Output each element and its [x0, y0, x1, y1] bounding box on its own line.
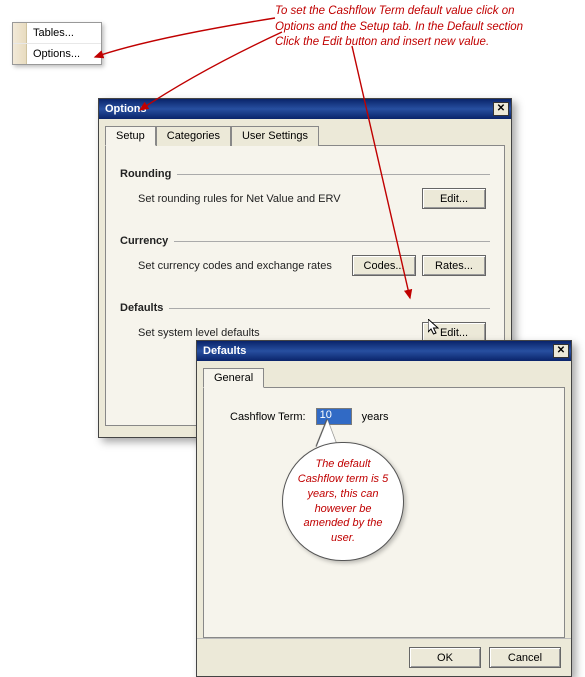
- annotation-line: Options and the Setup tab. In the Defaul…: [275, 21, 523, 33]
- close-icon[interactable]: ✕: [553, 344, 569, 358]
- defaults-tabstrip: General: [203, 367, 565, 388]
- defaults-button-row: OK Cancel: [197, 638, 571, 676]
- options-titlebar: Options ✕: [99, 99, 511, 119]
- section-desc: Set rounding rules for Net Value and ERV: [138, 193, 341, 205]
- button-label: Edit...: [440, 327, 468, 339]
- menu-item-options[interactable]: Options...: [13, 44, 101, 64]
- cashflow-term-row: Cashflow Term: 10 years: [230, 408, 546, 425]
- rounding-edit-button[interactable]: Edit...: [422, 188, 486, 209]
- tab-label: User Settings: [242, 130, 308, 142]
- button-label: Cancel: [508, 652, 542, 664]
- tab-user-settings[interactable]: User Settings: [231, 126, 319, 146]
- currency-codes-button[interactable]: Codes...: [352, 255, 416, 276]
- section-title: Rounding: [120, 168, 171, 180]
- annotation-line: Click the Edit button and insert new val…: [275, 36, 489, 48]
- button-label: Edit...: [440, 193, 468, 205]
- section-header-currency: Currency: [120, 235, 490, 247]
- section-desc: Set system level defaults: [138, 327, 260, 339]
- button-label: Codes...: [364, 260, 405, 272]
- tab-label: Setup: [116, 130, 145, 142]
- context-menu: Tables... Options...: [12, 22, 102, 65]
- menu-item-label: Options...: [33, 48, 80, 60]
- ok-button[interactable]: OK: [409, 647, 481, 668]
- section-row-currency: Set currency codes and exchange rates Co…: [120, 247, 490, 280]
- tab-label: General: [214, 372, 253, 384]
- field-label: Cashflow Term:: [230, 411, 306, 423]
- section-title: Currency: [120, 235, 168, 247]
- section-header-rounding: Rounding: [120, 168, 490, 180]
- instruction-annotation: To set the Cashflow Term default value c…: [275, 4, 575, 51]
- menu-item-label: Tables...: [33, 27, 74, 39]
- tab-setup[interactable]: Setup: [105, 126, 156, 146]
- cursor-icon: [428, 319, 441, 337]
- section-row-rounding: Set rounding rules for Net Value and ERV…: [120, 180, 490, 213]
- tab-label: Categories: [167, 130, 220, 142]
- button-label: OK: [437, 652, 453, 664]
- tab-categories[interactable]: Categories: [156, 126, 231, 146]
- callout-text: The default Cashflow term is 5 years, th…: [298, 458, 388, 544]
- annotation-line: To set the Cashflow Term default value c…: [275, 5, 515, 17]
- section-header-defaults: Defaults: [120, 302, 490, 314]
- section-desc: Set currency codes and exchange rates: [138, 260, 332, 272]
- button-label: Rates...: [435, 260, 473, 272]
- field-unit: years: [362, 411, 389, 423]
- options-title: Options: [105, 103, 147, 115]
- section-title: Defaults: [120, 302, 163, 314]
- currency-rates-button[interactable]: Rates...: [422, 255, 486, 276]
- cancel-button[interactable]: Cancel: [489, 647, 561, 668]
- callout-bubble: The default Cashflow term is 5 years, th…: [282, 442, 404, 561]
- tab-general[interactable]: General: [203, 368, 264, 388]
- menu-item-tables[interactable]: Tables...: [13, 23, 101, 44]
- close-icon[interactable]: ✕: [493, 102, 509, 116]
- defaults-titlebar: Defaults ✕: [197, 341, 571, 361]
- defaults-title: Defaults: [203, 345, 246, 357]
- options-tabstrip: Setup Categories User Settings: [105, 125, 505, 146]
